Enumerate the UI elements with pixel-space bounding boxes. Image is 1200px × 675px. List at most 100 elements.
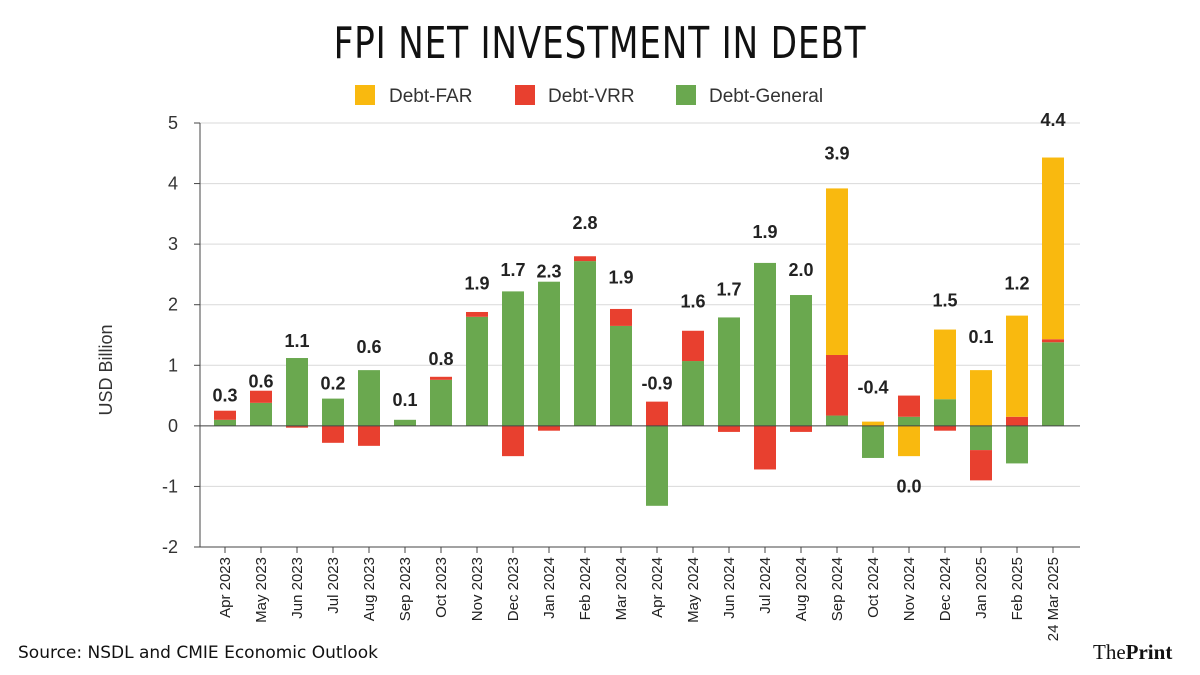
x-tick-label: Apr 2023: [217, 557, 234, 618]
bar-debt-general-aug-2024: [790, 295, 812, 426]
bar-debt-far-dec-2024: [934, 329, 956, 400]
x-tick-label: Jul 2024: [757, 557, 774, 614]
bar-debt-vrr-may-2024: [682, 330, 704, 362]
x-tick-label: Jun 2024: [721, 557, 738, 619]
x-tick-label: Aug 2023: [361, 557, 378, 621]
data-label-total: -0.9: [641, 373, 672, 393]
data-label-total: 0.6: [356, 337, 381, 357]
y-tick-label: 4: [168, 174, 178, 194]
bar-debt-vrr-jan-2025: [970, 450, 992, 481]
legend-label-debt-far: Debt-FAR: [389, 86, 472, 107]
bar-debt-vrr-nov-2024: [898, 395, 920, 417]
x-tick-label: Nov 2024: [901, 557, 918, 621]
axes: 5 4 3 2 1 0 -1 -2 USD Billion Apr 2023 May 2023 Jun…: [96, 113, 1080, 641]
bar-debt-vrr-sep-2024: [826, 354, 848, 416]
x-tick-label: Jan 2025: [973, 557, 990, 619]
bar-debt-vrr-feb-2025: [1006, 416, 1028, 426]
x-tick-label: Aug 2024: [793, 557, 810, 621]
y-tick-label: -2: [162, 537, 178, 557]
x-tick-label: Sep 2023: [397, 557, 414, 621]
data-labels: 0.3 0.6 1.1 0.2 0.6 0.1 0.8 1.9 1.7 2.3 2.8 1.9 -0.9…: [212, 110, 1065, 496]
bar-debt-far-nov-2024: [898, 425, 920, 457]
bar-debt-general-may-2023: [250, 402, 272, 426]
x-tick-label: May 2024: [685, 557, 702, 623]
y-tick-label: 2: [168, 295, 178, 315]
brand-logo: ThePrint: [1093, 640, 1172, 665]
data-label-total: 4.4: [1040, 110, 1065, 130]
bar-debt-general-feb-2024: [574, 261, 596, 426]
bar-debt-vrr-jan-2024: [538, 425, 560, 431]
x-tick-label: 24 Mar 2025: [1045, 557, 1062, 641]
bar-debt-general-nov-2024: [898, 416, 920, 426]
legend-swatch-debt-general: [676, 85, 696, 105]
brand-text-print: Print: [1125, 640, 1173, 664]
legend-label-debt-general: Debt-General: [709, 86, 823, 107]
x-tick-label: Oct 2024: [865, 557, 882, 618]
x-tick-label: Dec 2024: [937, 557, 954, 621]
bar-debt-general-nov-2023: [466, 316, 488, 426]
legend: Debt-FAR Debt-VRR Debt-General: [355, 85, 823, 107]
x-tick-label: May 2023: [253, 557, 270, 623]
data-label-total: 1.9: [464, 274, 489, 294]
bar-debt-vrr-24-mar-2025: [1042, 339, 1064, 343]
bar-debt-vrr-apr-2023: [214, 410, 236, 420]
data-label-total: 2.8: [572, 213, 597, 233]
bar-debt-general-sep-2024: [826, 415, 848, 426]
data-label-total: -0.4: [857, 378, 888, 398]
bar-debt-vrr-aug-2023: [358, 425, 380, 446]
bar-debt-vrr-oct-2023: [430, 376, 452, 380]
y-axis-title: USD Billion: [96, 324, 116, 415]
source-note: Source: NSDL and CMIE Economic Outlook: [18, 643, 378, 663]
bar-debt-vrr-jul-2024: [754, 425, 776, 470]
data-label-total: 1.7: [500, 260, 525, 280]
bar-debt-vrr-jun-2024: [718, 425, 740, 432]
bar-debt-general-jul-2023: [322, 398, 344, 426]
x-tick-label: Feb 2024: [577, 557, 594, 620]
bar-debt-general-dec-2024: [934, 399, 956, 426]
bar-debt-general-jan-2025: [970, 425, 992, 451]
bar-debt-general-24-mar-2025: [1042, 342, 1064, 426]
data-label-total: 0.1: [392, 390, 417, 410]
legend-swatch-debt-vrr: [515, 85, 535, 105]
bar-debt-general-oct-2024: [862, 425, 884, 458]
data-label-total: 0.6: [248, 372, 273, 392]
bar-debt-general-jun-2024: [718, 317, 740, 426]
bar-debt-general-aug-2023: [358, 370, 380, 426]
data-label-total: 1.7: [716, 280, 741, 300]
bar-debt-far-feb-2025: [1006, 315, 1028, 417]
bar-debt-general-jul-2024: [754, 262, 776, 426]
bar-debt-far-oct-2024: [862, 421, 884, 426]
bar-debt-vrr-dec-2023: [502, 425, 524, 457]
data-label-total: 0.2: [320, 373, 345, 393]
data-label-total: 1.6: [680, 292, 705, 312]
data-label-total: 0.1: [968, 327, 993, 347]
x-tick-label: Nov 2023: [469, 557, 486, 621]
bar-debt-vrr-aug-2024: [790, 425, 812, 432]
x-tick-label: Feb 2025: [1009, 557, 1026, 620]
y-tick-label: 3: [168, 234, 178, 254]
bar-debt-general-sep-2023: [394, 419, 416, 426]
legend-label-debt-vrr: Debt-VRR: [548, 86, 635, 107]
x-tick-label: Jan 2024: [541, 557, 558, 619]
bar-debt-vrr-may-2023: [250, 390, 272, 403]
bar-debt-general-feb-2025: [1006, 425, 1028, 464]
x-tick-label: Dec 2023: [505, 557, 522, 621]
data-label-total: 0.8: [428, 349, 453, 369]
data-label-total: 1.9: [608, 267, 633, 287]
x-tick-label: Jul 2023: [325, 557, 342, 614]
bar-debt-vrr-jul-2023: [322, 425, 344, 443]
x-tick-label: Mar 2024: [613, 557, 630, 620]
bar-debt-vrr-dec-2024: [934, 425, 956, 431]
bar-debt-vrr-apr-2024: [646, 401, 668, 426]
data-label-total: 3.9: [824, 143, 849, 163]
brand-text-the: The: [1093, 640, 1126, 664]
bar-debt-vrr-mar-2024: [610, 308, 632, 326]
data-label-total: 1.5: [932, 290, 957, 310]
bar-debt-general-oct-2023: [430, 379, 452, 426]
bar-debt-general-apr-2024: [646, 425, 668, 506]
data-label-total: 0.3: [212, 386, 237, 406]
x-tick-label: Apr 2024: [649, 557, 666, 618]
y-tick-label: 5: [168, 113, 178, 133]
data-label-total: 2.0: [788, 260, 813, 280]
